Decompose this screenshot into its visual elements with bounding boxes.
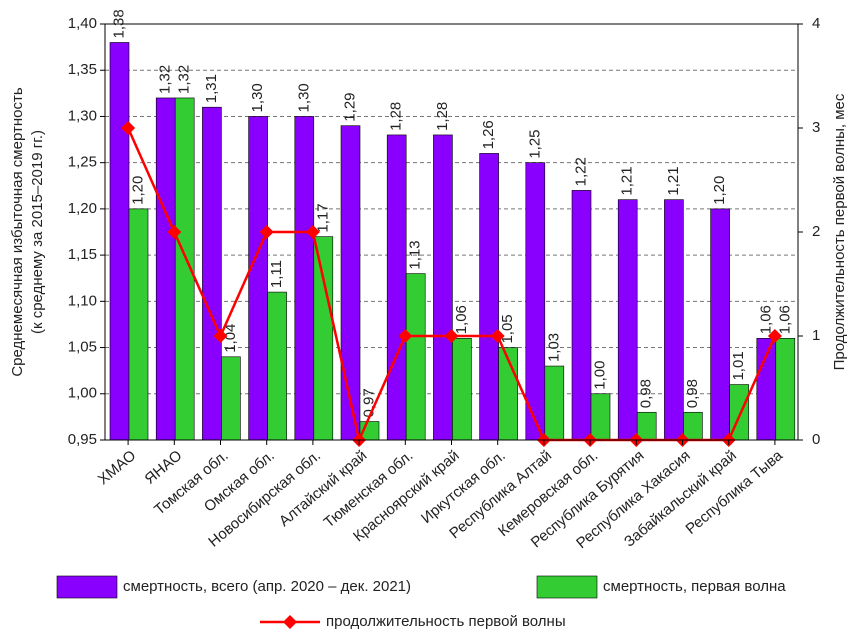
value-label: 1,03 [545, 333, 562, 362]
y2-tick-label: 4 [812, 15, 820, 32]
value-label: 1,05 [499, 314, 516, 343]
marker [305, 225, 320, 239]
marker [259, 225, 274, 239]
bar [617, 199, 638, 441]
value-label: 1,29 [341, 92, 358, 121]
value-label: 1,30 [295, 83, 312, 112]
y2-tick-label: 2 [812, 223, 820, 240]
y2-tick-label: 3 [812, 119, 820, 136]
value-label: 1,21 [665, 166, 682, 195]
value-label: 1,17 [314, 203, 331, 232]
value-label: 1,20 [129, 176, 146, 205]
value-label: 1,06 [453, 305, 470, 334]
marker [444, 329, 459, 343]
y2-axis-title: Продолжительность первой волны, мес [831, 93, 848, 370]
y-tick-label: 1,05 [68, 339, 97, 356]
marker [121, 121, 136, 135]
bar [571, 190, 592, 441]
legend-label: смертность, первая волна [603, 578, 786, 595]
y-tick-label: 1,30 [68, 107, 97, 124]
y-tick-label: 1,25 [68, 154, 97, 171]
value-label: 1,31 [203, 74, 220, 103]
bar [109, 42, 130, 441]
bar [313, 236, 334, 441]
y2-tick-label: 1 [812, 327, 820, 344]
value-label: 1,22 [572, 157, 589, 186]
x-tick-label: ХМАО [95, 447, 140, 488]
bar [479, 153, 499, 441]
value-label: 1,28 [388, 102, 405, 131]
value-label: 1,06 [757, 305, 774, 334]
value-label: 1,20 [711, 176, 728, 205]
value-label: 1,06 [776, 305, 793, 334]
bar [386, 134, 407, 441]
bar [267, 291, 287, 441]
y-tick-label: 0,95 [68, 431, 97, 448]
marker [398, 329, 413, 343]
value-label: 1,30 [249, 83, 266, 112]
bar [340, 125, 361, 441]
value-label: 1,25 [526, 129, 543, 158]
y2-tick-label: 0 [812, 431, 820, 448]
value-label: 1,11 [268, 260, 285, 288]
bar [710, 208, 730, 441]
y-tick-label: 1,35 [68, 61, 97, 78]
bar [248, 116, 268, 441]
marker [490, 329, 505, 343]
y-tick-label: 1,10 [68, 292, 97, 309]
legend-marker [283, 615, 297, 629]
value-label: 1,32 [157, 65, 174, 94]
value-label: 1,04 [222, 324, 239, 353]
marker [213, 329, 228, 343]
value-label: 1,28 [434, 102, 451, 131]
bar [433, 134, 453, 441]
legend-label: смертность, всего (апр. 2020 – дек. 2021… [123, 578, 411, 595]
bar [664, 199, 684, 441]
bar [525, 162, 546, 441]
y-tick-label: 1,00 [68, 385, 97, 402]
marker [767, 329, 782, 343]
bar [202, 106, 222, 441]
value-label: 1,01 [730, 351, 747, 380]
value-label: 0,98 [684, 379, 701, 408]
bar [128, 208, 149, 441]
y-axis-title: (к среднему за 2015–2019 гг.) [29, 130, 46, 334]
bar [452, 338, 472, 441]
value-label: 1,26 [480, 120, 497, 149]
bar [221, 356, 241, 441]
legend-swatch [536, 575, 598, 599]
value-label: 1,21 [619, 166, 636, 195]
y-tick-label: 1,20 [68, 200, 97, 217]
value-label: 1,00 [591, 361, 608, 390]
value-label: 0,98 [638, 379, 655, 408]
value-label: 1,32 [176, 65, 193, 94]
legend-swatch [56, 575, 118, 599]
y-axis-title: Среднемесячная избыточная смертность [9, 87, 26, 377]
bar [294, 116, 315, 441]
bar [683, 411, 703, 441]
bar [155, 97, 176, 441]
marker [167, 225, 182, 239]
legend-label: продолжительность первой волны [326, 613, 566, 630]
bar [775, 338, 796, 441]
value-label: 1,13 [407, 240, 424, 269]
bar [590, 393, 611, 441]
y-tick-label: 1,15 [68, 246, 97, 263]
bar [636, 411, 657, 441]
bar [405, 273, 426, 441]
bar [544, 365, 565, 441]
y-tick-label: 1,40 [68, 15, 97, 32]
